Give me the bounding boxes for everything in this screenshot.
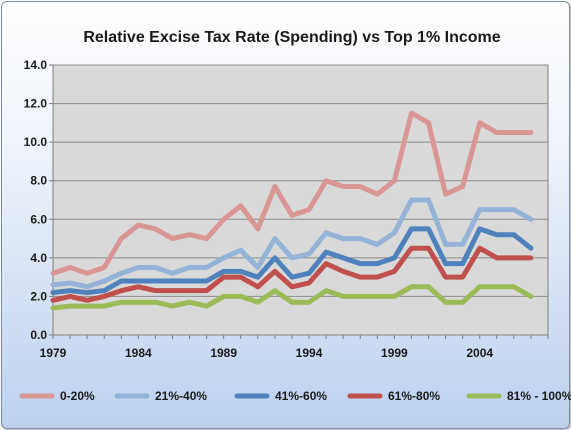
x-tick-label: 1999 [381,346,408,360]
x-tick-label: 1994 [296,346,323,360]
x-tick-label: 1979 [40,346,67,360]
legend-label-1: 0-20% [60,389,95,403]
y-tick-label: 8.0 [30,174,47,188]
y-tick-label: 0.0 [30,328,47,342]
series-line-4 [50,245,534,303]
x-tick-label: 1989 [210,346,237,360]
legend-label-5: 81% - 100% [507,389,571,403]
plot-background [52,64,549,336]
y-tick-label: 14.0 [24,58,48,72]
y-tick-label: 12.0 [24,97,48,111]
y-tick-label: 10.0 [24,135,48,149]
series-line-3 [50,226,534,296]
legend: 0-20% 21%-40% 41%-60% 61%-80% 81% - 100% [19,389,571,403]
legend-label-3: 41%-60% [275,389,327,403]
series-line-2 [50,197,534,290]
y-tick-label: 6.0 [30,212,47,226]
y-tick-label: 2.0 [30,289,47,303]
chart-title: Relative Excise Tax Rate (Spending) vs T… [83,29,500,46]
x-tick-label: 1984 [125,346,152,360]
series-line-1 [50,110,534,276]
legend-label-4: 61%-80% [388,389,440,403]
plot-area: 0.0 2.0 4.0 6.0 8.0 10.0 12.0 14.0 1979 1984 1989 1… [24,58,549,360]
y-tick-label: 4.0 [30,251,47,265]
legend-label-2: 21%-40% [155,389,207,403]
series-line-5 [50,284,534,311]
x-tick-label: 2004 [466,346,493,360]
